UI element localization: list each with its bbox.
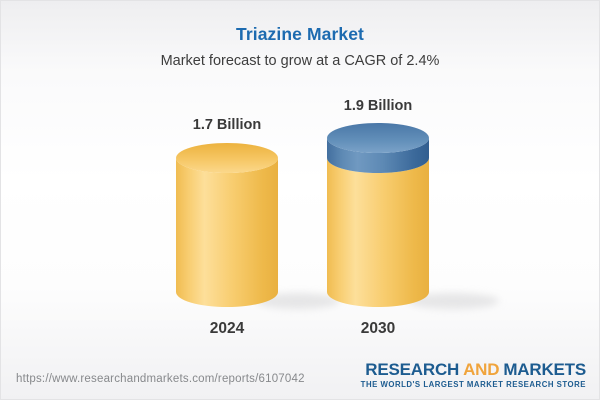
logo-tagline: THE WORLD'S LARGEST MARKET RESEARCH STOR… bbox=[360, 380, 586, 389]
research-and-markets-logo: RESEARCH AND MARKETS THE WORLD'S LARGEST M… bbox=[360, 361, 587, 389]
category-label-2030: 2030 bbox=[360, 320, 396, 337]
logo-word-markets: MARKETS bbox=[503, 360, 586, 379]
report-url: https://www.researchandmarkets.com/repor… bbox=[16, 373, 305, 385]
bar-2024 bbox=[176, 143, 278, 307]
value-label-2024: 1.7 Billion bbox=[192, 117, 262, 133]
category-label-2024: 2024 bbox=[209, 320, 245, 337]
bar-shadow-2030 bbox=[407, 293, 499, 309]
bar-shadow-2024 bbox=[256, 293, 340, 309]
growth-segment bbox=[327, 123, 429, 173]
logo-word-research: RESEARCH bbox=[365, 360, 460, 379]
bar-2030 bbox=[327, 123, 429, 307]
value-label-2030: 1.9 Billion bbox=[343, 98, 413, 114]
chart-subtitle: Market forecast to grow at a CAGR of 2.4… bbox=[160, 53, 440, 69]
page-title: Triazine Market bbox=[236, 24, 364, 44]
logo-wordmark: RESEARCH AND MARKETS bbox=[361, 361, 586, 378]
logo-word-and: AND bbox=[463, 360, 500, 379]
